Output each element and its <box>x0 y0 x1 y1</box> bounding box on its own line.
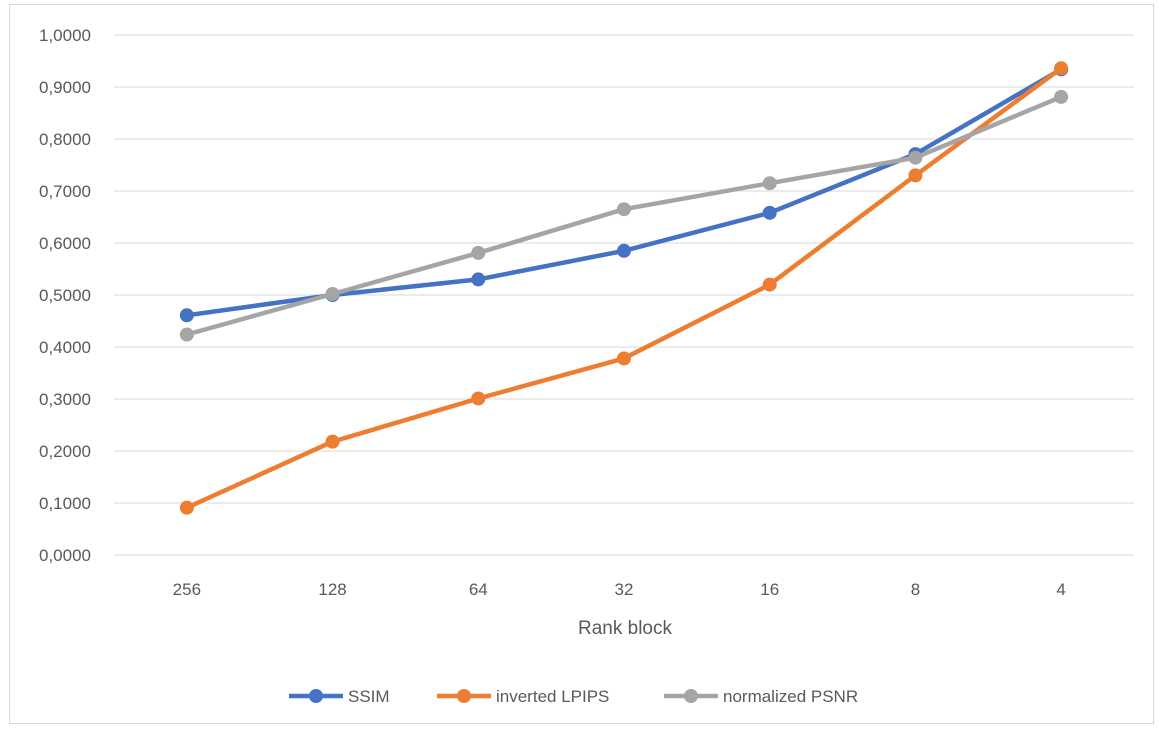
legend-item: SSIM <box>289 687 390 706</box>
y-tick-label: 0,4000 <box>39 338 91 357</box>
series-layer <box>180 61 1068 514</box>
data-point <box>1054 61 1068 75</box>
data-point <box>763 176 777 190</box>
y-tick-label: 0,9000 <box>39 78 91 97</box>
legend-point-marker <box>309 689 323 703</box>
legend-point-marker <box>457 689 471 703</box>
legend-item: normalized PSNR <box>664 687 858 706</box>
data-point <box>180 328 194 342</box>
y-tick-label: 0,2000 <box>39 442 91 461</box>
legend-item: inverted LPIPS <box>437 687 609 706</box>
legend-label: normalized PSNR <box>723 687 858 706</box>
y-tick-label: 0,6000 <box>39 234 91 253</box>
y-tick-label: 1,0000 <box>39 26 91 45</box>
data-point <box>617 202 631 216</box>
data-point <box>471 391 485 405</box>
data-point <box>617 244 631 258</box>
y-tick-label: 0,0000 <box>39 546 91 565</box>
data-point <box>471 246 485 260</box>
y-tick-label: 0,8000 <box>39 130 91 149</box>
y-tick-label: 0,1000 <box>39 494 91 513</box>
legend-point-marker <box>684 689 698 703</box>
x-tick-label: 4 <box>1056 580 1065 599</box>
y-tick-label: 0,3000 <box>39 390 91 409</box>
data-point <box>908 151 922 165</box>
legend-label: inverted LPIPS <box>496 687 609 706</box>
data-point <box>908 168 922 182</box>
data-point <box>763 206 777 220</box>
x-tick-label: 8 <box>911 580 920 599</box>
data-point <box>763 278 777 292</box>
series-line <box>187 69 1061 315</box>
data-point <box>1054 90 1068 104</box>
series <box>180 90 1068 342</box>
data-point <box>617 351 631 365</box>
data-point <box>326 435 340 449</box>
x-axis-tick-labels: 256 128 64 32 16 8 4 <box>173 580 1066 599</box>
series <box>180 61 1068 514</box>
data-point <box>326 287 340 301</box>
y-tick-label: 0,7000 <box>39 182 91 201</box>
y-tick-label: 0,5000 <box>39 286 91 305</box>
gridlines <box>114 35 1134 555</box>
y-axis-tick-labels: 0,0000 0,1000 0,2000 0,3000 0,4000 0,5000 0,60… <box>39 26 91 565</box>
x-tick-label: 256 <box>173 580 201 599</box>
series <box>180 62 1068 322</box>
data-point <box>180 308 194 322</box>
data-point <box>471 272 485 286</box>
legend: SSIM inverted LPIPS normalized PSNR <box>289 687 858 706</box>
x-tick-label: 32 <box>615 580 634 599</box>
series-line <box>187 68 1061 507</box>
x-tick-label: 16 <box>760 580 779 599</box>
x-tick-label: 128 <box>318 580 346 599</box>
data-point <box>180 501 194 515</box>
x-axis-title: Rank block <box>578 618 672 639</box>
x-tick-label: 64 <box>469 580 488 599</box>
legend-label: SSIM <box>348 687 390 706</box>
